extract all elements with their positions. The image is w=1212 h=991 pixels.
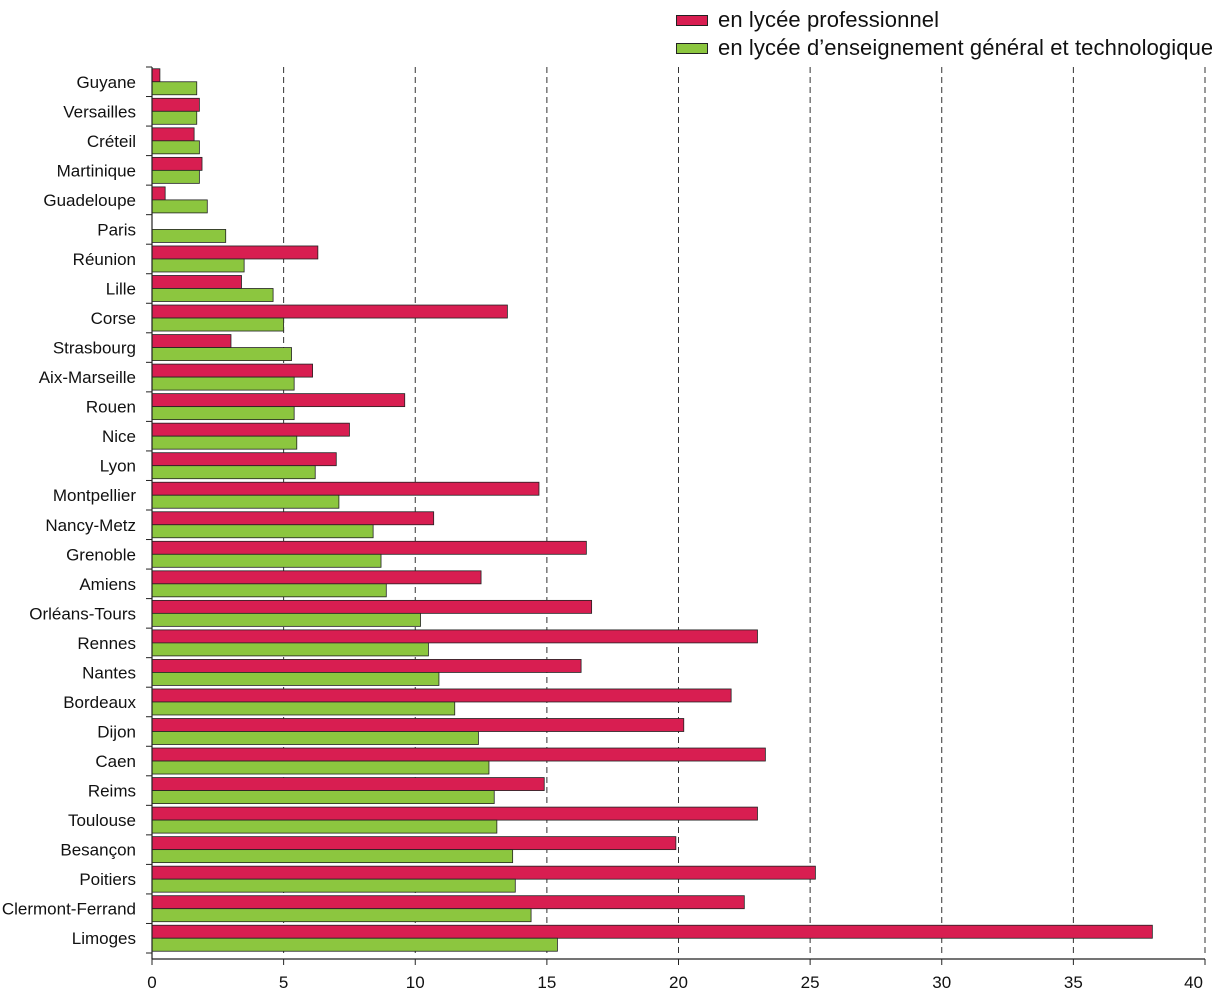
category-label-24: Reims <box>88 782 136 801</box>
bar-general-11 <box>152 407 294 420</box>
category-label-26: Besançon <box>60 841 136 860</box>
category-label-18: Orléans-Tours <box>29 604 136 623</box>
category-label-29: Limoges <box>72 929 136 948</box>
bar-professionnel-3 <box>152 157 202 170</box>
bar-professionnel-15 <box>152 512 434 525</box>
bar-professionnel-28 <box>152 896 744 909</box>
bar-professionnel-10 <box>152 364 313 377</box>
bar-professionnel-8 <box>152 305 507 318</box>
bar-professionnel-23 <box>152 748 765 761</box>
bar-general-20 <box>152 672 439 685</box>
x-tick-label-8: 40 <box>1184 973 1203 991</box>
bar-general-2 <box>152 141 199 154</box>
x-tick-label-0: 0 <box>147 973 156 991</box>
category-label-22: Dijon <box>97 723 136 742</box>
x-tick-label-5: 25 <box>801 973 820 991</box>
bar-general-18 <box>152 613 421 626</box>
category-label-27: Poitiers <box>79 870 136 889</box>
bar-general-0 <box>152 82 197 95</box>
category-label-19: Rennes <box>77 634 136 653</box>
category-label-1: Versailles <box>63 102 136 121</box>
bar-professionnel-16 <box>152 541 586 554</box>
category-label-6: Réunion <box>73 250 136 269</box>
bar-professionnel-6 <box>152 246 318 259</box>
bar-professionnel-0 <box>152 69 160 82</box>
category-label-5: Paris <box>97 220 136 239</box>
bar-general-28 <box>152 909 531 922</box>
x-tick-label-3: 15 <box>537 973 556 991</box>
bar-general-4 <box>152 200 207 213</box>
bar-general-5 <box>152 229 226 242</box>
bar-professionnel-21 <box>152 689 731 702</box>
bar-professionnel-7 <box>152 276 242 289</box>
bar-professionnel-22 <box>152 719 684 732</box>
bar-professionnel-26 <box>152 837 676 850</box>
category-label-7: Lille <box>106 280 136 299</box>
bar-general-19 <box>152 643 428 656</box>
bar-general-26 <box>152 850 513 863</box>
category-label-25: Toulouse <box>68 811 136 830</box>
category-label-21: Bordeaux <box>63 693 136 712</box>
category-label-13: Lyon <box>100 457 136 476</box>
bar-general-7 <box>152 289 273 302</box>
bar-professionnel-20 <box>152 659 581 672</box>
bar-general-27 <box>152 879 515 892</box>
bar-professionnel-25 <box>152 807 757 820</box>
category-label-4: Guadeloupe <box>43 191 136 210</box>
bar-general-16 <box>152 554 381 567</box>
x-tick-label-1: 5 <box>279 973 288 991</box>
bar-general-10 <box>152 377 294 390</box>
category-label-10: Aix-Marseille <box>39 368 136 387</box>
category-label-11: Rouen <box>86 398 136 417</box>
category-label-2: Créteil <box>87 132 136 151</box>
bar-professionnel-18 <box>152 600 592 613</box>
category-label-23: Caen <box>95 752 136 771</box>
bar-professionnel-19 <box>152 630 757 643</box>
x-tick-label-6: 30 <box>932 973 951 991</box>
bar-general-24 <box>152 791 494 804</box>
bar-general-25 <box>152 820 497 833</box>
category-label-9: Strasbourg <box>53 339 136 358</box>
bar-general-9 <box>152 348 292 361</box>
category-label-17: Amiens <box>79 575 136 594</box>
bar-professionnel-12 <box>152 423 349 436</box>
bar-professionnel-13 <box>152 453 336 466</box>
bar-professionnel-17 <box>152 571 481 584</box>
bar-professionnel-11 <box>152 394 405 407</box>
bar-professionnel-1 <box>152 98 199 111</box>
bar-general-29 <box>152 938 557 951</box>
category-label-16: Grenoble <box>66 545 136 564</box>
bar-professionnel-4 <box>152 187 165 200</box>
bar-professionnel-2 <box>152 128 194 141</box>
bar-general-17 <box>152 584 386 597</box>
bar-professionnel-9 <box>152 335 231 348</box>
bar-general-13 <box>152 466 315 479</box>
x-tick-label-4: 20 <box>669 973 688 991</box>
category-label-3: Martinique <box>57 161 136 180</box>
bar-professionnel-24 <box>152 778 544 791</box>
bar-general-14 <box>152 495 339 508</box>
bar-general-21 <box>152 702 455 715</box>
bar-general-6 <box>152 259 244 272</box>
bar-general-22 <box>152 732 478 745</box>
category-label-8: Corse <box>91 309 136 328</box>
bar-general-3 <box>152 170 199 183</box>
bar-professionnel-29 <box>152 925 1152 938</box>
category-label-14: Montpellier <box>53 486 136 505</box>
category-label-0: Guyane <box>76 73 136 92</box>
bar-professionnel-27 <box>152 866 815 879</box>
bar-general-8 <box>152 318 284 331</box>
category-label-15: Nancy-Metz <box>45 516 136 535</box>
bar-professionnel-14 <box>152 482 539 495</box>
category-label-28: Clermont-Ferrand <box>2 900 136 919</box>
x-tick-label-2: 10 <box>406 973 425 991</box>
category-label-20: Nantes <box>82 663 136 682</box>
bar-general-12 <box>152 436 297 449</box>
bar-general-23 <box>152 761 489 774</box>
bar-general-15 <box>152 525 373 538</box>
x-tick-label-7: 35 <box>1064 973 1083 991</box>
bar-general-1 <box>152 111 197 124</box>
category-label-12: Nice <box>102 427 136 446</box>
